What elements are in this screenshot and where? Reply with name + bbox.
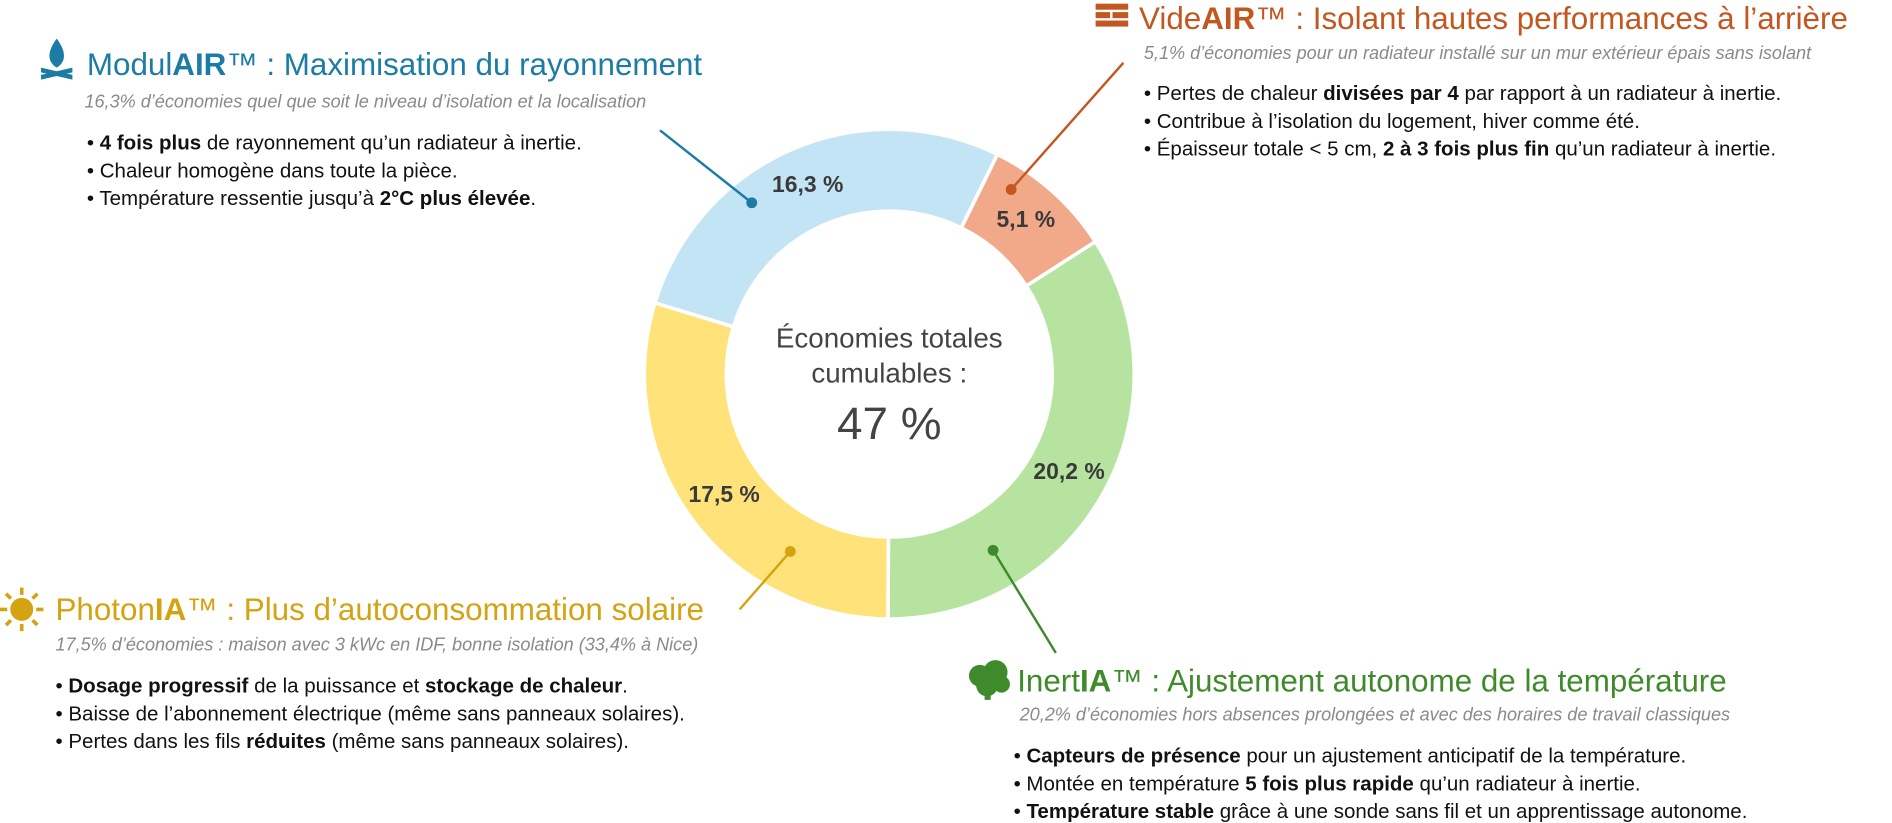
bullet-part: • Épaisseur totale < 5 cm,: [1144, 138, 1383, 161]
callout-title-part: ™ : Ajustement autonome de la températur…: [1111, 663, 1726, 698]
leader-line: [659, 129, 753, 204]
bullet-part: .: [622, 675, 628, 698]
leader-line: [738, 550, 792, 611]
bullet-part: stockage de chaleur: [425, 675, 622, 698]
bullet-part: • Montée en température: [1014, 772, 1246, 795]
callout-title-part: Inert: [1017, 663, 1080, 698]
callout-title-part: Modul: [87, 47, 172, 82]
callout-title: VideAIR™ : Isolant hautes performances à…: [1139, 1, 1848, 36]
bullet-part: •: [56, 675, 69, 698]
callout-title-part: AIR: [1201, 1, 1255, 36]
leader-dot: [784, 546, 796, 557]
bullet-part: divisées par 4: [1323, 82, 1459, 105]
bullet-part: • Contribue à l’isolation du logement, h…: [1144, 110, 1640, 133]
value-label: 16,3 %: [772, 171, 843, 197]
callout-title-part: ™ : Isolant hautes performances à l’arri…: [1255, 1, 1848, 36]
callout-subtitle: 20,2% d’économies hors absences prolongé…: [1019, 704, 1730, 724]
bullet-part: Température stable: [1026, 800, 1214, 823]
callout-title-part: Vide: [1139, 1, 1201, 36]
bullet-part: •: [1014, 800, 1027, 823]
icon-brick: [1095, 3, 1129, 27]
callout-title: ModulAIR™ : Maximisation du rayonnement: [87, 47, 703, 82]
bullet-part: 4 fois plus: [100, 132, 201, 155]
icon-tree: [968, 660, 1010, 700]
bullet: • Température ressentie jusqu’à 2°C plus…: [87, 187, 536, 210]
center-text: Économies totales: [776, 323, 1003, 354]
bullet: • Chaleur homogène dans toute la pièce.: [87, 159, 458, 182]
callout-title-part: ™ : Maximisation du rayonnement: [226, 47, 702, 82]
callout-title: InertIA™ : Ajustement autonome de la tem…: [1017, 663, 1726, 698]
bullet-part: • Baisse de l’abonnement électrique (mêm…: [56, 702, 685, 725]
bullet-part: •: [1014, 745, 1027, 768]
bullet-part: 5 fois plus rapide: [1245, 772, 1414, 795]
bullet: • Contribue à l’isolation du logement, h…: [1144, 110, 1640, 133]
bullet-part: pour un ajustement anticipatif de la tem…: [1241, 745, 1687, 768]
leader-line: [992, 549, 1057, 654]
bullet: • Baisse de l’abonnement électrique (mêm…: [56, 702, 685, 725]
value-label: 17,5 %: [688, 481, 759, 507]
center-text: cumulables :: [811, 358, 967, 389]
callout-subtitle: 5,1% d’économies pour un radiateur insta…: [1144, 43, 1812, 63]
donut-slice: [652, 127, 1000, 329]
bullet: • Température stable grâce à une sonde s…: [1014, 800, 1748, 823]
bullet-part: •: [87, 132, 100, 155]
callout-title-part: IA: [155, 592, 186, 627]
callout-title-part: AIR: [172, 47, 226, 82]
callout-title: PhotonIA™ : Plus d’autoconsommation sola…: [56, 592, 704, 627]
bullet-part: • Pertes dans les fils: [56, 730, 247, 753]
bullet: • 4 fois plus de rayonnement qu’un radia…: [87, 132, 582, 155]
callout-title-part: IA: [1080, 663, 1111, 698]
donut-slice: [642, 300, 891, 621]
bullet-part: Capteurs de présence: [1026, 745, 1240, 768]
callout-subtitle: 17,5% d’économies : maison avec 3 kWc en…: [56, 634, 699, 654]
value-label: 5,1 %: [997, 206, 1056, 232]
bullet-part: grâce à une sonde sans fil et un apprent…: [1214, 800, 1747, 823]
bullet-part: qu’un radiateur à inertie.: [1414, 772, 1641, 795]
bullet-part: • Température ressentie jusqu’à: [87, 187, 380, 210]
leader-line: [1010, 61, 1125, 191]
icon-flame: [41, 38, 73, 80]
bullet: • Pertes dans les fils réduites (même sa…: [56, 730, 629, 753]
donut-slice: [886, 239, 1137, 621]
callout-title-part: ™ : Plus d’autoconsommation solaire: [186, 592, 704, 627]
bullet-part: Dosage progressif: [68, 675, 248, 698]
bullet-part: de la puissance et: [248, 675, 425, 698]
bullet-part: .: [530, 187, 536, 210]
bullet-part: • Pertes de chaleur: [1144, 82, 1323, 105]
leader-dot: [987, 544, 999, 556]
bullet-part: 2°C plus élevée: [380, 187, 531, 210]
bullet-part: (même sans panneaux solaires).: [326, 730, 629, 753]
bullet: • Pertes de chaleur divisées par 4 par r…: [1144, 82, 1781, 105]
callout-subtitle: 16,3% d’économies quel que soit le nivea…: [84, 91, 646, 111]
bullet-part: • Chaleur homogène dans toute la pièce.: [87, 159, 458, 182]
bullet-part: réduites: [246, 730, 326, 753]
bullet-part: de rayonnement qu’un radiateur à inertie…: [201, 132, 582, 155]
bullet: • Montée en température 5 fois plus rapi…: [1014, 772, 1641, 795]
value-label: 20,2 %: [1033, 458, 1104, 484]
icon-sun: [0, 587, 44, 632]
leader-dot: [746, 197, 758, 209]
leader-dot: [1005, 184, 1017, 195]
bullet-part: qu’un radiateur à inertie.: [1549, 138, 1776, 161]
bullet: • Dosage progressif de la puissance et s…: [56, 675, 628, 698]
bullet: • Capteurs de présence pour un ajustemen…: [1014, 745, 1687, 768]
bullet-part: par rapport à un radiateur à inertie.: [1459, 82, 1781, 105]
bullet-part: 2 à 3 fois plus fin: [1383, 138, 1549, 161]
center-total: 47 %: [837, 397, 942, 449]
callout-title-part: Photon: [56, 592, 155, 627]
bullet: • Épaisseur totale < 5 cm, 2 à 3 fois pl…: [1144, 138, 1776, 161]
